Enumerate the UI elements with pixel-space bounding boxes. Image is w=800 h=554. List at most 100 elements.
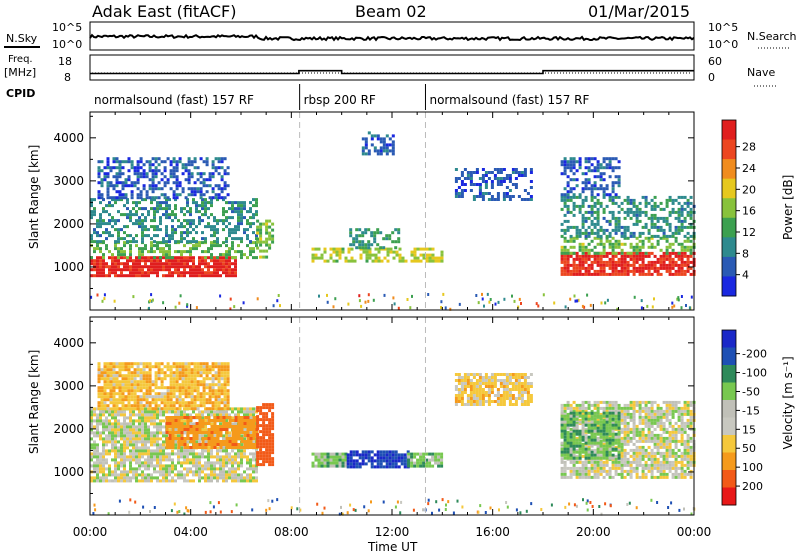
power-colorbar-label: Power [dB] xyxy=(781,175,795,240)
power-colorbar-tick-label: 16 xyxy=(742,205,756,218)
power-ylabel: Slant Range [km] xyxy=(27,145,41,249)
velocity-colorbar-tick-label: -15 xyxy=(742,404,760,417)
power-colorbar-frame xyxy=(721,119,737,297)
velocity-colorbar-swatch xyxy=(722,470,736,488)
power-colorbar-swatch xyxy=(722,256,736,277)
x-axis-label: Time UT xyxy=(367,540,418,554)
velocity-region xyxy=(454,373,533,406)
power-colorbar-swatch xyxy=(722,139,736,160)
nsearch-label: N.Search xyxy=(747,30,797,43)
x-tick-label: 20:00 xyxy=(576,525,611,539)
power-region xyxy=(560,236,696,255)
freq-unit-label: [MHz] xyxy=(4,66,36,79)
velocity-colorbar-swatch xyxy=(722,487,736,506)
cpid-row: normalsound (fast) 157 RF rbsp 200 RF norm… xyxy=(94,84,590,110)
station-title: Adak East (fitACF) xyxy=(92,2,236,21)
x-tick-label: 00:00 xyxy=(73,525,108,539)
freq-label: Freq. xyxy=(8,54,33,65)
nsearch-tick-bottom: 10^0 xyxy=(708,38,738,51)
power-colorbar-swatch xyxy=(722,198,736,219)
velocity-colorbar-tick-label: 100 xyxy=(742,461,763,474)
velocity-colorbar-swatch xyxy=(722,452,736,471)
velocity-ground-scatter xyxy=(92,498,696,516)
power-colorbar-swatch xyxy=(722,237,736,258)
power-colorbar-swatch xyxy=(722,120,736,141)
power-region xyxy=(361,131,395,156)
power-colorbar-swatch xyxy=(722,159,736,180)
cpid-segment-label: normalsound (fast) 157 RF xyxy=(429,93,589,107)
power-region xyxy=(97,157,230,200)
frequency-panel: Freq. [MHz] 18 8 60 0 Nave CPID xyxy=(4,54,778,100)
time-axis: 00:00 04:00 08:00 12:00 16:00 20:00 00:00 xyxy=(73,525,712,539)
power-region xyxy=(560,195,696,238)
velocity-colorbar-tick-label: 15 xyxy=(742,423,756,436)
velocity-ytick-label: 3000 xyxy=(53,379,84,393)
freq-tick-bottom: 8 xyxy=(64,71,71,84)
noise-series xyxy=(89,33,695,42)
velocity-panel: 1000 2000 3000 4000 Slant Range [km] xyxy=(27,316,696,516)
power-region xyxy=(90,198,258,244)
velocity-region xyxy=(311,452,348,468)
velocity-colorbar-swatch xyxy=(722,435,736,453)
power-colorbar-swatch xyxy=(722,178,736,199)
power-colorbar-tick-label: 24 xyxy=(742,162,756,175)
nsearch-tick-top: 10^5 xyxy=(708,21,738,34)
velocity-ytick-label: 2000 xyxy=(53,422,84,436)
power-ytick-label: 1000 xyxy=(53,260,84,274)
frequency-trace xyxy=(90,69,694,75)
velocity-colorbar-frame xyxy=(721,329,737,506)
power-colorbar: 4 8 12 16 20 24 28 Power [dB] xyxy=(721,119,795,297)
velocity-colorbar-tick-label: -100 xyxy=(742,367,767,380)
nave-tick-bottom: 0 xyxy=(708,71,715,84)
power-ytick-label: 2000 xyxy=(53,217,84,231)
power-colorbar-swatch xyxy=(722,217,736,238)
power-colorbar-swatch xyxy=(722,276,736,297)
date-title: 01/Mar/2015 xyxy=(588,2,690,21)
velocity-colorbar-tick-label: 50 xyxy=(742,442,756,455)
power-colorbar-tick-label: 28 xyxy=(742,141,756,154)
velocity-colorbar-swatch xyxy=(722,330,736,348)
velocity-ytick-label: 4000 xyxy=(53,336,84,350)
cpid-segment-label: normalsound (fast) 157 RF xyxy=(94,93,254,107)
nsky-label: N.Sky xyxy=(6,32,38,45)
x-tick-label: 12:00 xyxy=(375,525,410,539)
velocity-region xyxy=(165,416,259,449)
power-region xyxy=(90,256,237,278)
power-colorbar-tick-label: 12 xyxy=(742,226,756,239)
cpid-segment-label: rbsp 200 RF xyxy=(304,93,376,107)
noise-panel: N.Sky 10^5 10^0 10^5 10^0 N.Search xyxy=(4,21,797,51)
power-ground-scatter xyxy=(90,292,693,311)
velocity-ylabel: Slant Range [km] xyxy=(27,350,41,454)
nave-label: Nave xyxy=(747,66,775,79)
cpid-label: CPID xyxy=(6,87,35,100)
x-tick-label: 00:00 xyxy=(677,525,712,539)
x-tick-label: 08:00 xyxy=(274,525,309,539)
power-colorbar-tick-label: 20 xyxy=(742,183,756,196)
velocity-colorbar-swatch xyxy=(722,400,736,418)
velocity-colorbar-tick-label: -200 xyxy=(742,348,767,361)
beam-title: Beam 02 xyxy=(355,2,427,21)
power-region xyxy=(454,168,533,201)
power-region xyxy=(90,241,258,260)
velocity-region xyxy=(256,403,275,467)
frequency-series xyxy=(90,69,694,75)
power-ytick-label: 3000 xyxy=(53,174,84,188)
freq-tick-top: 18 xyxy=(58,55,72,68)
velocity-colorbar-tick-label: 200 xyxy=(742,480,763,493)
x-tick-label: 16:00 xyxy=(475,525,510,539)
nave-tick-top: 60 xyxy=(708,55,722,68)
x-tick-label: 04:00 xyxy=(173,525,208,539)
velocity-colorbar: 200 100 50 15 -15 -50 -100 -200 Velocity [m s⁻¹] xyxy=(721,329,795,506)
power-ytick-label: 4000 xyxy=(53,131,84,145)
velocity-region xyxy=(560,411,621,460)
velocity-region xyxy=(346,450,410,469)
velocity-region xyxy=(97,362,230,411)
power-region xyxy=(560,251,696,276)
velocity-colorbar-tick-label: -50 xyxy=(742,385,760,398)
power-panel: 1000 2000 3000 4000 Slant Range [km] xyxy=(27,111,696,311)
velocity-colorbar-swatch xyxy=(722,417,736,436)
power-region xyxy=(560,157,621,197)
velocity-region xyxy=(407,452,444,468)
noise-trace xyxy=(89,33,695,42)
